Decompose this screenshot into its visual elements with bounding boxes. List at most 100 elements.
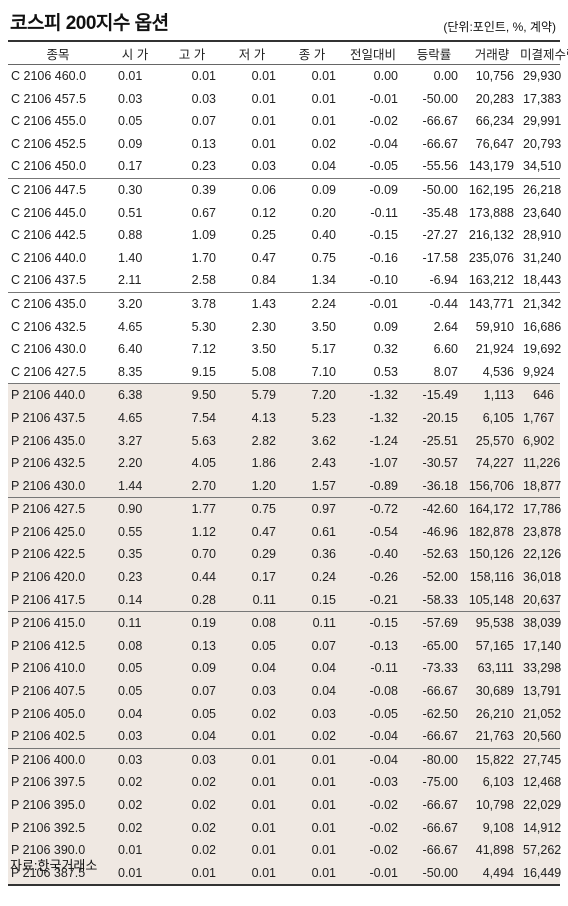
cell-open-interest: 29,930	[523, 69, 562, 83]
cell-name: C 2106 450.0	[11, 159, 87, 174]
cell-open: 4.65	[108, 406, 162, 430]
cell-rate: -25.51	[404, 429, 464, 453]
cell-open: 0.02	[108, 816, 162, 840]
cell-low: 0.08	[222, 611, 282, 635]
cell-change: -0.54	[342, 520, 404, 544]
cell-change: -0.02	[369, 114, 399, 129]
cell-name: C 2106 427.5	[11, 364, 87, 379]
cell-open-interest: 22,029	[520, 794, 561, 817]
cell-change: -0.01	[369, 91, 399, 106]
cell-name: P 2106 407.5	[8, 680, 108, 703]
cell-rate: -50.00	[404, 177, 464, 202]
cell-rate: -36.18	[404, 474, 464, 498]
cell-low: 0.01	[222, 839, 282, 862]
cell-open-interest: 1,767	[520, 406, 560, 430]
cell-open: 0.05	[118, 114, 143, 129]
table-row: C 2106 452.5 0.09 0.13 0.01 0.02 -0.04 -66.67 7…	[8, 133, 561, 156]
cell-open-interest: 33,298	[520, 657, 561, 681]
table-row: P 2106 440.0 6.38 9.50 5.79 7.20 -1.32 -15.49 1…	[8, 383, 560, 407]
cell-high: 7.12	[191, 342, 216, 357]
cell-volume: 95,538	[464, 611, 520, 635]
cell-high: 0.07	[191, 114, 216, 129]
cell-low: 0.01	[222, 816, 282, 840]
cell-rate: -66.67	[422, 136, 458, 151]
cell-change: -0.05	[342, 702, 404, 726]
cell-open: 0.09	[118, 136, 143, 151]
cell-close: 0.40	[311, 228, 336, 243]
cell-change: -0.26	[342, 566, 404, 589]
cell-close: 0.20	[311, 205, 336, 220]
table-row: P 2106 395.0 0.02 0.02 0.01 0.01 -0.02 -66.67 1…	[8, 794, 561, 817]
cell-open: 0.05	[108, 657, 162, 681]
cell-high: 4.05	[162, 452, 222, 475]
cell-high: 1.70	[191, 250, 216, 265]
table-row: C 2106 435.0 3.20 3.78 1.43 2.24 -0.01 -0.44 14…	[8, 291, 561, 316]
cell-change: -0.16	[369, 250, 399, 265]
cell-close: 0.01	[282, 771, 342, 794]
cell-open: 3.20	[108, 291, 162, 316]
cell-low: 0.01	[222, 725, 282, 749]
cell-change: 0.32	[373, 342, 398, 357]
table-row: P 2106 392.5 0.02 0.02 0.01 0.01 -0.02 -66.67 9…	[8, 816, 561, 840]
cell-rate: -50.00	[404, 861, 464, 887]
cell-name: C 2106 457.5	[11, 91, 87, 106]
cell-change: -0.01	[342, 861, 404, 887]
cell-high: 0.07	[162, 680, 222, 703]
table-row: P 2106 437.5 4.65 7.54 4.13 5.23 -1.32 -20.15 6…	[8, 406, 560, 430]
cell-change: -1.32	[342, 383, 404, 407]
cell-high: 5.30	[191, 319, 216, 334]
cell-low: 0.01	[251, 114, 276, 129]
cell-low: 5.08	[251, 364, 276, 379]
cell-name: C 2106 442.5	[11, 228, 87, 243]
cell-change: -0.02	[342, 794, 404, 817]
cell-open-interest: 20,560	[520, 725, 561, 749]
cell-change: -0.13	[342, 634, 404, 658]
column-header-volume: 거래량	[464, 40, 520, 65]
cell-high: 1.77	[162, 497, 222, 521]
cell-rate: -46.96	[404, 520, 464, 544]
cell-name: P 2106 397.5	[8, 771, 108, 794]
cell-close: 7.10	[311, 364, 336, 379]
cell-volume: 25,570	[464, 429, 520, 453]
table-row: P 2106 435.0 3.27 5.63 2.82 3.62 -1.24 -25.51 2…	[8, 429, 560, 453]
table-row: P 2106 402.5 0.03 0.04 0.01 0.02 -0.04 -66.67 2…	[8, 725, 561, 749]
cell-open-interest: 21,052	[520, 702, 561, 726]
cell-high: 0.02	[162, 794, 222, 817]
options-table: 종목 시 가 고 가 저 가 종 가 전일대비 등락률 거래량 미결제수량 C …	[8, 40, 568, 887]
cell-open-interest: 26,218	[520, 177, 561, 202]
cell-close: 3.50	[311, 319, 336, 334]
cell-close: 0.36	[282, 543, 342, 567]
cell-name: P 2106 432.5	[8, 452, 108, 475]
cell-change: -1.24	[342, 429, 404, 453]
cell-rate: 0.00	[433, 69, 458, 83]
cell-low: 1.20	[222, 474, 282, 498]
cell-volume: 41,898	[464, 839, 520, 862]
table-row: P 2106 390.0 0.01 0.02 0.01 0.01 -0.02 -66.67 4…	[8, 839, 561, 862]
cell-high: 1.09	[191, 228, 216, 243]
cell-close: 0.75	[311, 250, 336, 265]
cell-name: P 2106 417.5	[8, 588, 108, 612]
cell-high: 9.15	[191, 364, 216, 379]
table-row: P 2106 410.0 0.05 0.09 0.04 0.04 -0.11 -73.33 6…	[8, 657, 561, 681]
cell-name: P 2106 412.5	[8, 634, 108, 658]
cell-open-interest: 14,912	[520, 816, 561, 840]
cell-open: 0.11	[108, 611, 162, 635]
cell-rate: -65.00	[404, 634, 464, 658]
cell-close: 1.34	[311, 273, 336, 288]
cell-rate: -0.44	[404, 291, 464, 316]
table-row: P 2106 415.0 0.11 0.19 0.08 0.11 -0.15 -57.69 9…	[8, 611, 561, 635]
cell-volume: 4,494	[464, 861, 520, 887]
cell-high: 0.28	[162, 588, 222, 612]
cell-open: 6.40	[118, 342, 143, 357]
cell-high: 9.50	[162, 383, 222, 407]
column-header-open: 시 가	[108, 40, 162, 65]
cell-close: 0.01	[282, 816, 342, 840]
cell-high: 0.19	[162, 611, 222, 635]
cell-change: -0.04	[342, 725, 404, 749]
cell-open-interest: 13,791	[520, 680, 561, 703]
cell-close: 0.01	[311, 114, 336, 129]
cell-low: 0.03	[251, 159, 276, 174]
cell-close: 2.24	[282, 291, 342, 316]
cell-volume: 10,798	[464, 794, 520, 817]
